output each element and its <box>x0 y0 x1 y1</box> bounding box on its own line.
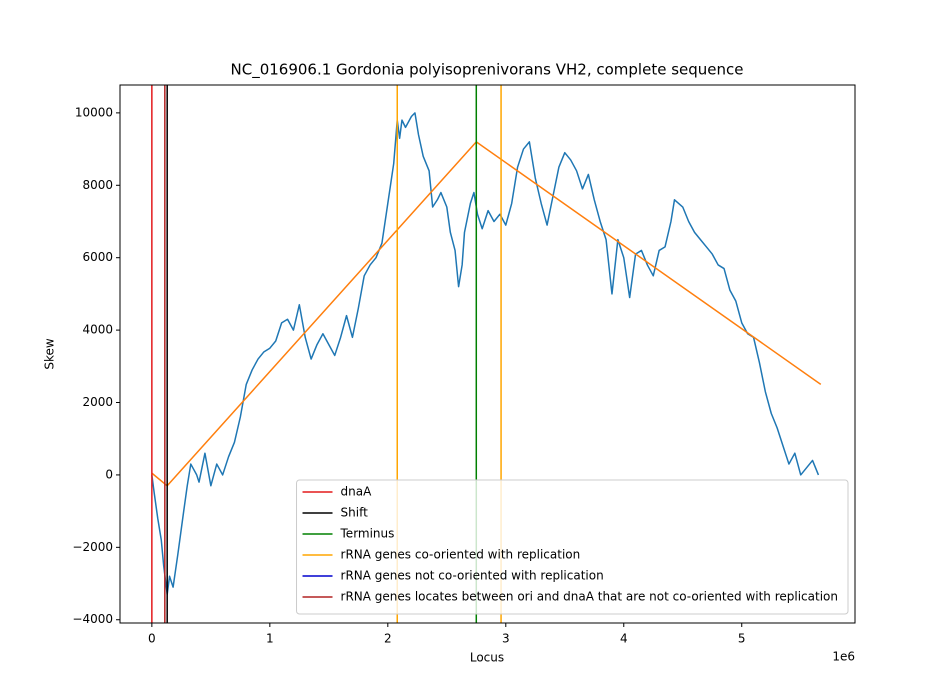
x-tick-label: 2 <box>384 632 392 646</box>
y-tick-label: −2000 <box>72 540 113 554</box>
legend-label: Shift <box>341 506 369 520</box>
x-offset-label: 1e6 <box>832 650 855 664</box>
chart-title: NC_016906.1 Gordonia polyisoprenivorans … <box>231 61 744 80</box>
y-tick-label: 0 <box>105 467 113 481</box>
legend-label: rRNA genes not co-oriented with replicat… <box>341 569 604 583</box>
data-line <box>151 141 822 487</box>
legend-label: dnaA <box>341 485 373 499</box>
y-axis-label: Skew <box>43 338 57 370</box>
x-tick-label: 4 <box>620 632 628 646</box>
x-tick-label: 1 <box>266 632 274 646</box>
y-tick-label: 10000 <box>75 105 113 119</box>
axes-frame <box>119 84 856 624</box>
x-tick-label: 0 <box>148 632 156 646</box>
y-tick-label: 6000 <box>82 250 113 264</box>
legend-label: Terminus <box>340 527 395 541</box>
y-tick-label: −4000 <box>72 612 113 626</box>
legend-label: rRNA genes co-oriented with replication <box>341 548 581 562</box>
y-tick-label: 2000 <box>82 395 113 409</box>
y-tick-label: 4000 <box>82 323 113 337</box>
x-tick-label: 5 <box>738 632 746 646</box>
x-axis-label: Locus <box>470 651 504 665</box>
data-line <box>151 112 820 596</box>
legend: dnaA Shift Terminus rRNA genes co-oriented … <box>296 479 849 615</box>
y-tick-label: 8000 <box>82 178 113 192</box>
legend-box <box>296 479 849 615</box>
legend-label: rRNA genes locates between ori and dnaA … <box>341 590 838 604</box>
x-tick-label: 3 <box>502 632 510 646</box>
